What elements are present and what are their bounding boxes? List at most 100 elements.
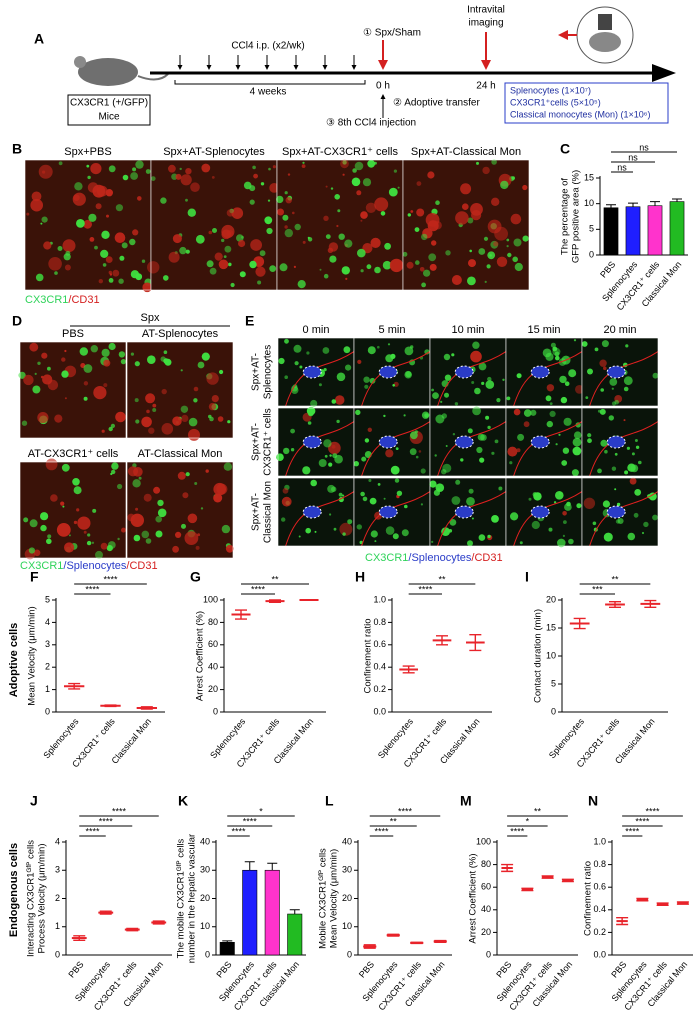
cd31-signal: [494, 226, 508, 241]
gfp-signal: [360, 269, 364, 273]
gfp-signal: [443, 353, 451, 361]
y-tick-label: 15: [584, 172, 594, 182]
gfp-signal: [563, 520, 567, 524]
cd31-signal: [197, 533, 201, 537]
gfp-signal: [243, 181, 252, 190]
cd31-signal: [83, 530, 87, 534]
gfp-signal: [163, 275, 169, 281]
gfp-signal: [608, 415, 614, 421]
gfp-signal: [76, 219, 85, 228]
gfp-signal: [404, 346, 414, 356]
image-bg: [20, 462, 126, 558]
cd31-signal: [103, 383, 108, 388]
cd31-signal: [218, 259, 229, 270]
gfp-signal: [268, 167, 271, 171]
cd31-signal: [284, 225, 288, 229]
gfp-signal: [187, 208, 196, 217]
significance-label: *: [259, 806, 263, 816]
gfp-signal: [370, 530, 378, 538]
gfp-signal: [467, 276, 476, 286]
y-tick-label: 30: [200, 865, 210, 875]
y-tick-label: 20: [208, 684, 218, 694]
micrograph: [429, 337, 507, 407]
cd31-signal: [182, 492, 189, 499]
gfp-signal: [480, 434, 487, 441]
gfp-signal: [513, 238, 522, 247]
cd31-signal: [272, 165, 276, 169]
gfp-signal: [587, 433, 592, 438]
gfp-signal: [550, 342, 556, 348]
gfp-signal: [337, 209, 341, 213]
cd31-signal: [195, 545, 200, 550]
gfp-signal: [374, 540, 377, 543]
cd31-signal: [562, 511, 567, 516]
cd31-signal: [64, 264, 71, 271]
axes: [611, 840, 693, 956]
gfp-signal: [364, 451, 372, 458]
gfp-signal: [223, 255, 227, 258]
error-bar: [501, 863, 514, 873]
gfp-signal: [118, 278, 124, 284]
error-bar: [521, 887, 534, 892]
cd31-signal: [282, 487, 289, 494]
cd31-signal: [76, 508, 80, 512]
gfp-signal: [616, 502, 621, 507]
row-label: Spx+AT-: [251, 493, 262, 531]
tracked-cell: [378, 505, 398, 519]
gfp-signal: [117, 483, 123, 490]
gfp-signal: [133, 534, 141, 542]
gfp-signal: [145, 538, 152, 544]
cd31-signal: [43, 241, 52, 250]
y-tick-label: 60: [208, 639, 218, 649]
gfp-signal: [266, 227, 273, 235]
error-bar: [616, 917, 629, 926]
tracked-cell: [454, 505, 474, 519]
gfp-signal: [564, 381, 570, 387]
gfp-signal: [107, 541, 116, 549]
gfp-signal: [319, 268, 322, 271]
gfp-signal: [356, 524, 362, 530]
bar: [669, 201, 685, 256]
gfp-signal: [384, 242, 391, 250]
gfp-signal: [35, 273, 44, 282]
cd31-signal: [172, 416, 182, 426]
gfp-signal: [420, 503, 423, 506]
gfp-signal: [599, 408, 606, 415]
gfp-signal: [369, 377, 376, 384]
panel-letter: F: [30, 569, 39, 585]
gfp-signal: [531, 520, 540, 530]
cd31-signal: [419, 267, 425, 272]
gfp-signal: [631, 452, 635, 456]
significance-label: ****: [645, 806, 660, 816]
gfp-signal: [367, 159, 376, 168]
gfp-signal: [467, 540, 473, 547]
error-bar: [104, 704, 117, 708]
gfp-signal: [486, 264, 491, 269]
cd31-signal: [168, 251, 180, 263]
gfp-signal: [227, 420, 231, 424]
gfp-signal: [641, 531, 645, 535]
gfp-signal: [506, 396, 511, 401]
error-bar: [541, 875, 554, 879]
gfp-signal: [130, 172, 139, 180]
cd31-signal: [30, 198, 43, 212]
tracked-cell: [302, 435, 322, 449]
bar: [603, 207, 619, 256]
weeks-label: 4 weeks: [250, 87, 287, 98]
gfp-signal: [329, 255, 337, 263]
gfp-signal: [278, 357, 285, 365]
gfp-signal: [452, 433, 456, 436]
gfp-signal: [392, 384, 396, 387]
gfp-signal: [134, 398, 139, 403]
error-bar: [573, 617, 586, 630]
legend-part: /CD31: [68, 294, 99, 306]
gfp-signal: [201, 352, 210, 361]
y-tick-label: 0: [55, 949, 60, 959]
y-tick-label: 0: [45, 706, 50, 716]
gfp-signal: [423, 269, 431, 277]
gfp-signal: [352, 168, 357, 173]
gfp-signal: [445, 445, 448, 447]
cd31-signal: [293, 265, 296, 268]
gfp-signal: [88, 213, 97, 222]
gfp-signal: [401, 529, 409, 537]
